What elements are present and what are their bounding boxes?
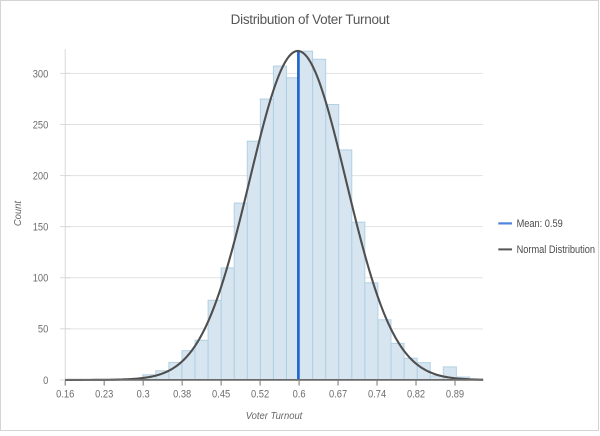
svg-text:Count: Count [13,200,25,226]
svg-text:Normal Distribution: Normal Distribution [517,244,595,256]
svg-text:150: 150 [33,222,49,234]
svg-text:0.6: 0.6 [293,389,306,401]
svg-text:0.89: 0.89 [446,389,464,401]
svg-text:0.82: 0.82 [407,389,425,401]
svg-text:0.16: 0.16 [56,389,74,401]
svg-text:0.67: 0.67 [329,389,347,401]
svg-text:0.3: 0.3 [137,389,150,401]
svg-text:100: 100 [33,273,49,285]
svg-text:0.23: 0.23 [95,389,113,401]
svg-text:0.45: 0.45 [212,389,230,401]
svg-text:0: 0 [43,375,48,387]
svg-text:200: 200 [33,171,49,183]
svg-text:0.52: 0.52 [251,389,269,401]
svg-text:0.74: 0.74 [368,389,386,401]
svg-text:0.38: 0.38 [173,389,191,401]
svg-text:300: 300 [33,69,49,81]
svg-text:Distribution of Voter Turnout: Distribution of Voter Turnout [231,12,390,27]
svg-text:250: 250 [33,120,49,132]
svg-text:Mean: 0.59: Mean: 0.59 [517,219,563,231]
svg-text:Voter Turnout: Voter Turnout [246,411,304,423]
svg-text:50: 50 [38,324,49,336]
